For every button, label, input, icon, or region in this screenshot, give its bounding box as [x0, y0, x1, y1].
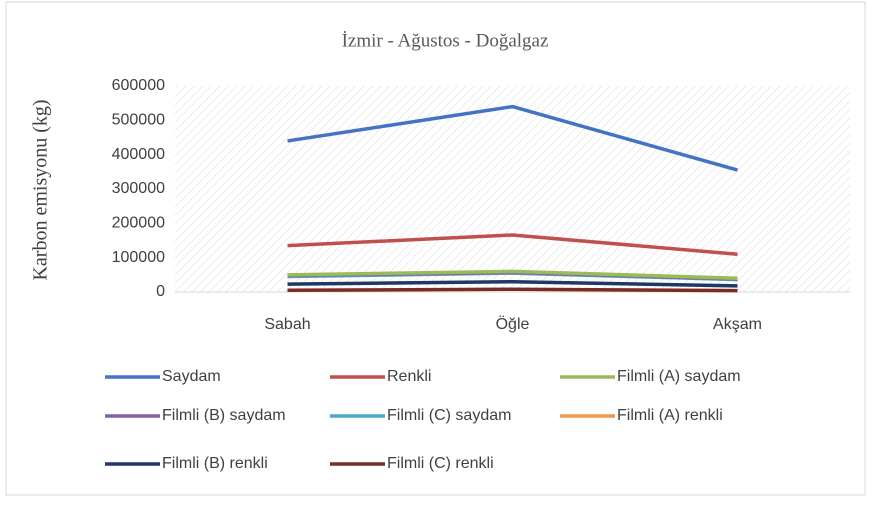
y-tick-label: 0 [156, 283, 165, 300]
x-tick-label: Öğle [496, 315, 530, 333]
series-line [287, 279, 738, 288]
series-line [287, 269, 738, 281]
legend-label: Saydam [162, 368, 221, 385]
legend-label: Filmli (A) saydam [617, 368, 741, 385]
legend-label: Renkli [387, 368, 431, 385]
legend-label: Filmli (C) renkli [387, 455, 494, 472]
series-line [287, 233, 738, 256]
y-tick-label: 500000 [112, 112, 165, 129]
y-tick-label: 200000 [112, 215, 165, 232]
x-tick-label: Sabah [264, 316, 310, 333]
legend-label: Filmli (B) renkli [162, 455, 268, 472]
legend-label: Filmli (A) renkli [617, 407, 723, 424]
series-line [287, 104, 738, 172]
legend-label: Filmli (C) saydam [387, 407, 511, 424]
y-tick-label: 400000 [112, 146, 165, 163]
plot-area [175, 86, 850, 292]
x-tick-label: Akşam [713, 316, 762, 333]
series-line [287, 287, 738, 293]
y-tick-label: 100000 [112, 249, 165, 266]
y-tick-label: 600000 [112, 77, 165, 94]
chart-title: İzmir - Ağustos - Doğalgaz [342, 30, 549, 51]
y-tick-label: 300000 [112, 180, 165, 197]
y-axis-label: Karbon emisyonu (kg) [30, 99, 52, 280]
legend-label: Filmli (B) saydam [162, 407, 286, 424]
